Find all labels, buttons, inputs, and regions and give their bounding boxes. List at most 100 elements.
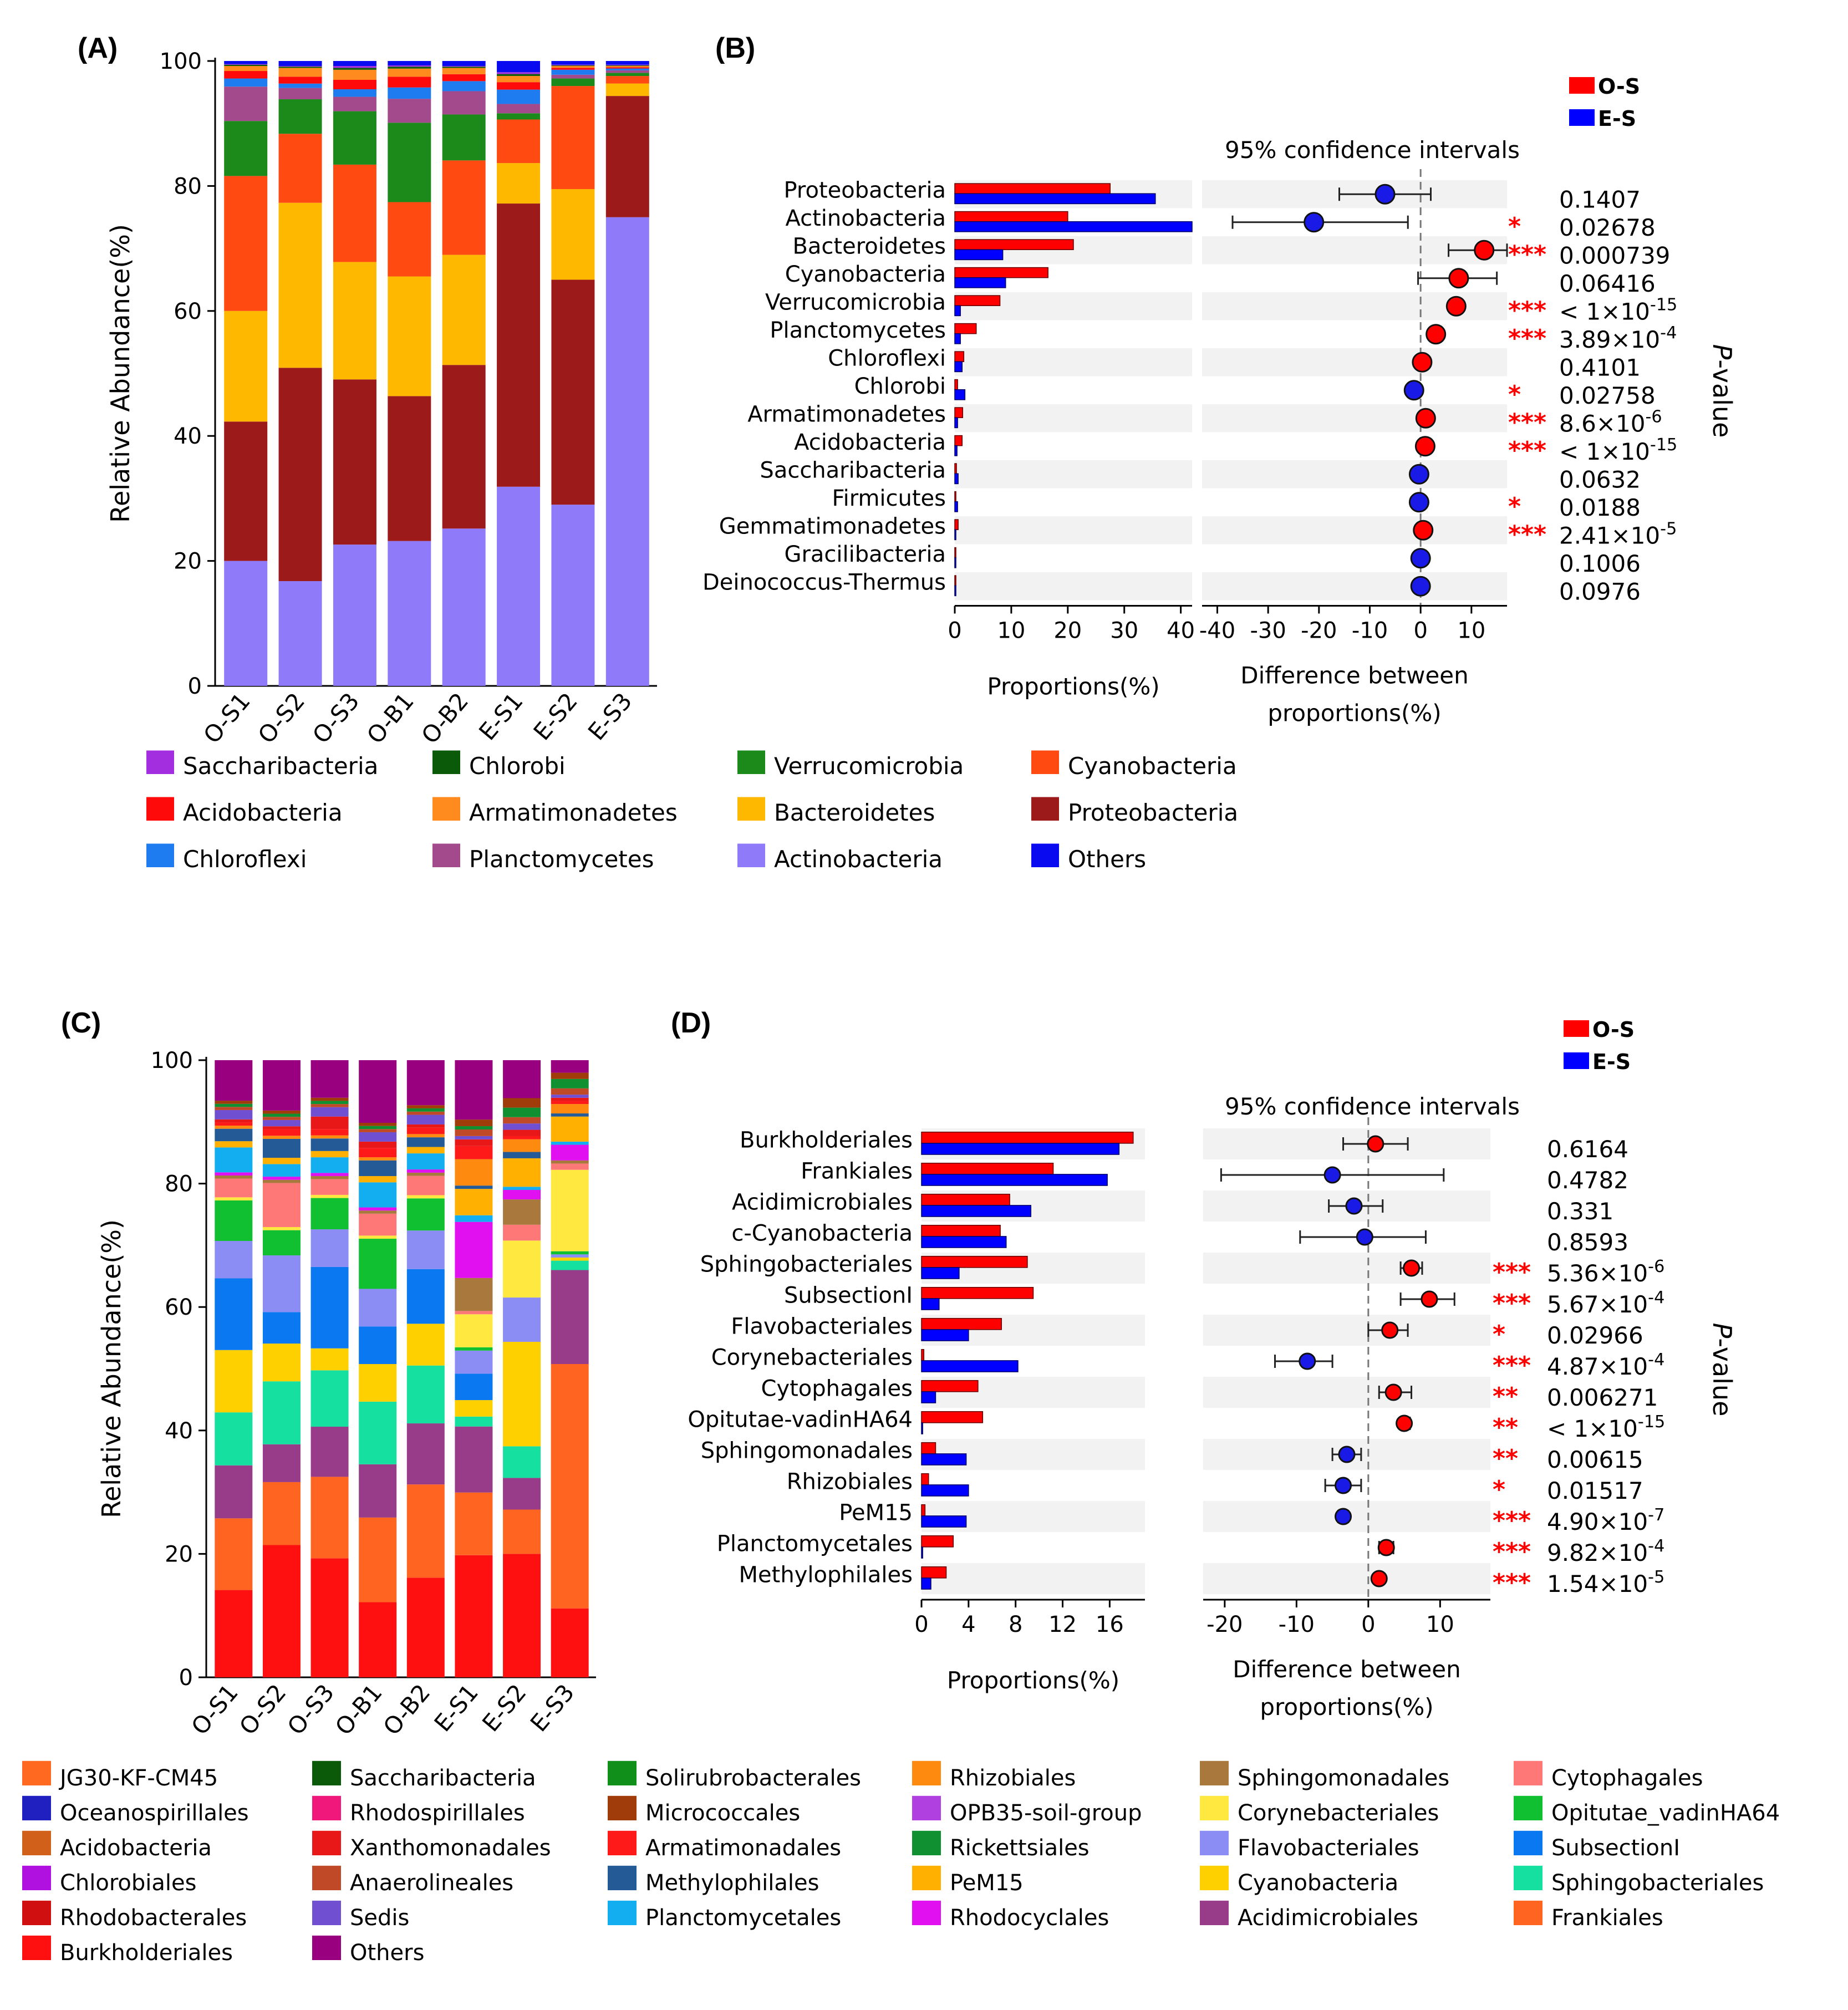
bar-os-gracilibacteria (954, 547, 956, 558)
row-stripe-left (955, 572, 1192, 601)
significance-stars: *** (1508, 520, 1546, 548)
left-x-tick-label: 8 (1009, 1612, 1022, 1637)
bar-segment-o-s3-rhodocyclales (310, 1173, 349, 1177)
bar-segment-e-s3-cytophagales (551, 1163, 589, 1170)
bar-segment-o-b2-saccharibacteria (442, 66, 486, 67)
bar-segment-o-s1-cytophagales (215, 1178, 253, 1198)
right-x-tick-label: -10 (1279, 1612, 1315, 1637)
bar-segment-e-s3-cyanobacteria (551, 1257, 589, 1261)
bar-segment-o-s2-methylophilales (262, 1138, 301, 1158)
bar-segment-o-b1-cyanobacteria (359, 1364, 397, 1402)
bar-segment-e-s3-chlorobi (605, 65, 649, 67)
bar-segment-o-s3-chloroflexi (333, 89, 376, 97)
taxon-label-firmicutes: Firmicutes (832, 486, 946, 511)
p-value-acidobacteria: < 1×10-15 (1559, 435, 1677, 465)
panel-b-extended-error-bar-chart: (B) O-S E-S 95% confidence intervals Proteob… (702, 32, 1737, 727)
bar-segment-e-s3-rhizobiales (551, 1104, 589, 1114)
y-tick-label: 20 (174, 549, 202, 574)
bar-es-armatimonadetes (954, 417, 958, 429)
bar-segment-o-b1-cytophagales (359, 1213, 397, 1236)
taxon-label-bacteroidetes: Bacteroidetes (792, 233, 946, 259)
bar-segment-e-s2-acidimicrobiales (503, 1478, 541, 1510)
bar-es-flavobacteriales (921, 1329, 969, 1341)
bar-segment-e-s2-micrococcales (503, 1098, 541, 1108)
bar-segment-e-s2-armatimonadales (503, 1136, 541, 1139)
difference-point-planctomycetales (1377, 1539, 1395, 1556)
taxon-label-chloroflexi: Chloroflexi (828, 345, 946, 371)
bar-segment-e-s3-others (551, 1060, 589, 1073)
significance-stars: ** (1493, 1382, 1518, 1411)
significance-stars: *** (1508, 408, 1546, 436)
bar-os-bacteroidetes (954, 239, 1074, 250)
legend-label-pem15: PeM15 (950, 1870, 1024, 1896)
bar-segment-o-s3-sphingobacteriales (310, 1370, 349, 1427)
p-value-cyanobacteria: 0.06416 (1559, 270, 1656, 297)
bar-os-chloroflexi (954, 351, 965, 362)
bar-segment-o-s2-corynebacteriales (262, 1227, 301, 1230)
bar-segment-o-s2-planctomycetes (278, 88, 322, 100)
difference-point-opitutae-vadinha64 (1396, 1414, 1413, 1432)
bar-os-firmicutes (954, 491, 956, 502)
bar-es-chloroflexi (954, 361, 963, 373)
x-tick-label: O-B2 (416, 688, 474, 749)
legend-swatch-cytophagales (1514, 1760, 1542, 1785)
bar-segment-o-s3-subsectioni (310, 1266, 349, 1349)
bar-segment-o-b1-subsectioni (359, 1326, 397, 1365)
taxon-label-armatimonadetes: Armatimonadetes (747, 401, 946, 427)
row-stripe-left (955, 404, 1192, 432)
bar-segment-e-s3-sphingomonadales (551, 1160, 589, 1164)
bar-es-c-cyanobacteria (921, 1236, 1007, 1248)
bar-os-c-cyanobacteria (921, 1224, 1001, 1237)
bar-segment-o-b2-opitutae-vadinha64 (406, 1198, 445, 1231)
bar-segment-e-s3-rickettsiales (551, 1078, 589, 1088)
bar-os-verrucomicrobia (954, 295, 1001, 306)
right-x-tick-label: -20 (1206, 1612, 1243, 1637)
bar-segment-o-s2-acidobacteria (278, 77, 322, 84)
bar-es-subsectioni (921, 1298, 940, 1310)
bar-segment-e-s1-bacteroidetes (497, 163, 541, 204)
bar-segment-e-s1-rhodocyclales (455, 1222, 493, 1278)
legend-label-burkholderiales: Burkholderiales (60, 1940, 233, 1966)
bar-es-planctomycetes (954, 333, 961, 344)
legend-label-rhizobiales: Rhizobiales (950, 1765, 1076, 1791)
bar-segment-o-s2-others (278, 61, 322, 67)
bar-segment-e-s3-pem15 (551, 1116, 589, 1142)
bar-segment-o-s2-subsectioni (262, 1312, 301, 1344)
bar-es-sphingomonadales (921, 1453, 967, 1465)
legend-label-flavobacteriales: Flavobacteriales (1238, 1835, 1419, 1861)
legend-swatch-rhodocyclales (912, 1900, 941, 1925)
p-value-opitutae-vadinha64: < 1×10-15 (1547, 1412, 1665, 1443)
left-x-axis-label: Proportions(%) (947, 1667, 1119, 1694)
bar-segment-o-s1-micrococcales (215, 1101, 253, 1104)
bar-os-methylophilales (921, 1566, 947, 1579)
bar-segment-o-b1-opitutae-vadinha64 (359, 1239, 397, 1289)
difference-point-actinobacteria (1304, 212, 1325, 233)
bar-segment-e-s3-acidimicrobiales (551, 1270, 589, 1365)
taxon-label-c-cyanobacteria: c-Cyanobacteria (731, 1221, 913, 1246)
difference-point-chlorobi (1403, 380, 1424, 401)
legend-swatch-rickettsiales (912, 1830, 941, 1855)
bar-os-frankiales (921, 1162, 1054, 1175)
bar-segment-o-s3-rhizobiales (310, 1135, 349, 1139)
panel-label: (A) (78, 32, 118, 64)
difference-point-cyanobacteria (1448, 268, 1469, 289)
bar-segment-e-s1-methylophilales (455, 1185, 493, 1189)
bar-segment-o-s3-armatimonadetes (333, 69, 376, 80)
bar-segment-e-s2-methylophilales (503, 1152, 541, 1158)
bar-segment-e-s2-flavobacteriales (503, 1297, 541, 1342)
row-stripe-left (955, 348, 1192, 376)
bar-segment-o-s3-others (333, 61, 376, 67)
bar-segment-o-s2-sphingobacteriales (262, 1381, 301, 1444)
bar-segment-e-s2-others (551, 61, 595, 65)
bar-segment-o-s1-rhizobiales (215, 1126, 253, 1129)
bar-es-rhizobiales (921, 1484, 969, 1497)
bar-segment-o-b2-flavobacteriales (406, 1230, 445, 1269)
legend-swatch-subsectioni (1514, 1830, 1542, 1855)
bar-segment-o-s2-bacteroidetes (278, 202, 322, 368)
taxon-label-deinococcus-thermus: Deinococcus-Thermus (702, 569, 946, 595)
legend-swatch-verrucomicrobia (737, 750, 765, 774)
y-tick-label: 20 (165, 1541, 193, 1567)
x-tick-label: O-S1 (198, 688, 256, 749)
bar-segment-e-s1-opitutae-vadinha64 (455, 1347, 493, 1351)
significance-stars: *** (1508, 240, 1546, 268)
